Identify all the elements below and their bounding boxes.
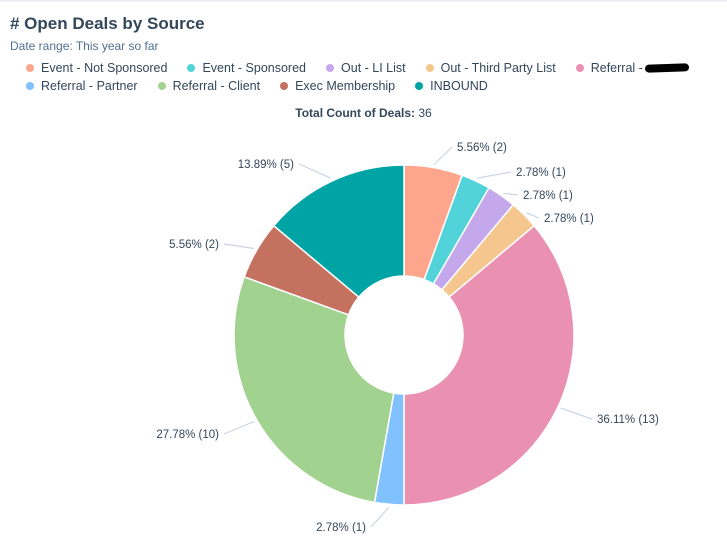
donut-slice[interactable] (403, 224, 575, 506)
total-count: Total Count of Deals: 36 (0, 106, 727, 120)
legend-label: INBOUND (430, 79, 488, 93)
chart-title: # Open Deals by Source (10, 14, 205, 33)
legend-dot-icon (425, 64, 434, 72)
data-label: 5.56% (2) (169, 239, 219, 251)
legend-item[interactable]: INBOUND (415, 79, 488, 93)
legend-label: Referral - (590, 61, 643, 75)
legend-label: Referral - Partner (41, 79, 138, 93)
data-label: 2.78% (1) (516, 167, 566, 179)
legend-item[interactable]: Out - Third Party List (425, 61, 556, 75)
leader-line (223, 420, 255, 435)
legend-item[interactable]: Out - LI List (326, 61, 406, 75)
data-label: 2.78% (1) (316, 522, 366, 534)
top-border (0, 0, 727, 2)
leader-line (298, 163, 332, 179)
data-label: 2.78% (1) (544, 213, 594, 225)
legend-dot-icon (26, 64, 34, 72)
leader-line (526, 212, 540, 219)
legend-dot-icon (575, 64, 584, 72)
legend-label: Out - Third Party List (440, 61, 556, 75)
data-label: 5.56% (2) (457, 142, 507, 154)
data-label: 2.78% (1) (523, 190, 573, 202)
total-value: 36 (418, 106, 432, 120)
legend-item[interactable]: Referral - (575, 61, 689, 75)
legend-item[interactable]: Event - Sponsored (187, 61, 306, 75)
date-range: Date range: This year so far (10, 39, 159, 53)
data-label: 13.89% (5) (238, 159, 294, 171)
legend-dot-icon (415, 82, 424, 90)
legend-label: Event - Sponsored (202, 61, 307, 75)
legend-dot-icon (326, 64, 335, 72)
legend-label: Referral - Client (172, 79, 261, 93)
legend-dot-icon (187, 64, 196, 72)
legend-dot-icon (157, 82, 166, 90)
legend-dot-icon (26, 82, 34, 90)
data-label: 36.11% (13) (597, 414, 659, 426)
leader-line (503, 192, 519, 196)
legend-item[interactable]: Event - Not Sponsored (26, 61, 167, 75)
leader-line (560, 407, 593, 420)
leader-line (433, 146, 453, 166)
leader-line (370, 506, 390, 528)
total-label: Total Count of Deals: (295, 106, 416, 120)
leader-line (477, 171, 512, 179)
data-label: 27.78% (10) (156, 429, 219, 441)
donut-slice[interactable] (233, 275, 395, 504)
legend-item[interactable]: Referral - Client (157, 79, 261, 93)
legend-label: Exec Membership (295, 79, 396, 93)
leader-line (223, 243, 255, 250)
legend-label: Event - Not Sponsored (41, 61, 168, 75)
legend-dot-icon (280, 82, 289, 90)
donut-slice[interactable] (272, 164, 405, 299)
legend-label: Out - LI List (341, 61, 406, 75)
legend-item[interactable]: Referral - Partner (26, 79, 138, 93)
legend-item[interactable]: Exec Membership (280, 79, 395, 93)
legend: Event - Not Sponsored Event - Sponsored Ou… (26, 59, 716, 95)
